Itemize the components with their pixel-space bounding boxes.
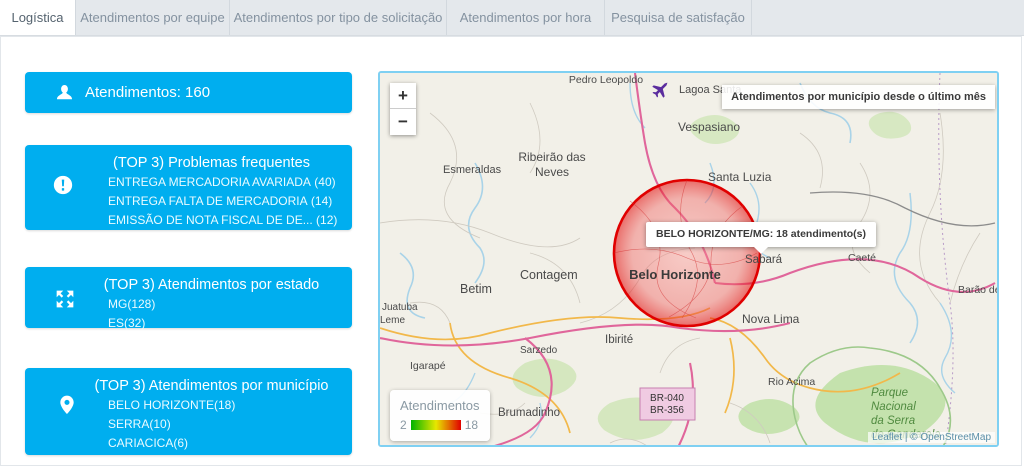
svg-text:Rio Acima: Rio Acima <box>768 376 815 388</box>
svg-text:Leme: Leme <box>380 315 405 326</box>
svg-text:da Serra: da Serra <box>871 415 915 427</box>
svg-text:Sarzedo: Sarzedo <box>520 345 558 356</box>
svg-text:Brumadinho: Brumadinho <box>498 407 560 419</box>
svg-text:Santa Luzia: Santa Luzia <box>708 170 772 184</box>
svg-text:Contagem: Contagem <box>520 268 578 282</box>
svg-text:Ibirité: Ibirité <box>605 334 633 346</box>
svg-text:BR-356: BR-356 <box>650 405 684 416</box>
svg-text:Parque: Parque <box>871 387 908 399</box>
svg-text:Sabará: Sabará <box>745 254 783 266</box>
svg-text:Neves: Neves <box>535 165 569 179</box>
svg-text:Esmeraldas: Esmeraldas <box>443 164 502 176</box>
svg-text:Caeté: Caeté <box>848 252 876 264</box>
svg-text:BR-040: BR-040 <box>650 393 684 404</box>
svg-text:Belo Horizonte: Belo Horizonte <box>629 267 721 282</box>
svg-text:Juatuba: Juatuba <box>382 302 418 313</box>
svg-text:Nova Lima: Nova Lima <box>742 312 800 326</box>
svg-text:Pedro Leopoldo: Pedro Leopoldo <box>569 74 643 86</box>
svg-text:Vespasiano: Vespasiano <box>678 120 740 134</box>
svg-text:Igarapé: Igarapé <box>410 360 446 372</box>
svg-text:Betim: Betim <box>460 282 492 296</box>
svg-text:Nacional: Nacional <box>871 401 916 413</box>
svg-text:Ribeirão das: Ribeirão das <box>518 150 585 164</box>
svg-text:Barão de Cocais: Barão de Cocais <box>958 284 999 296</box>
